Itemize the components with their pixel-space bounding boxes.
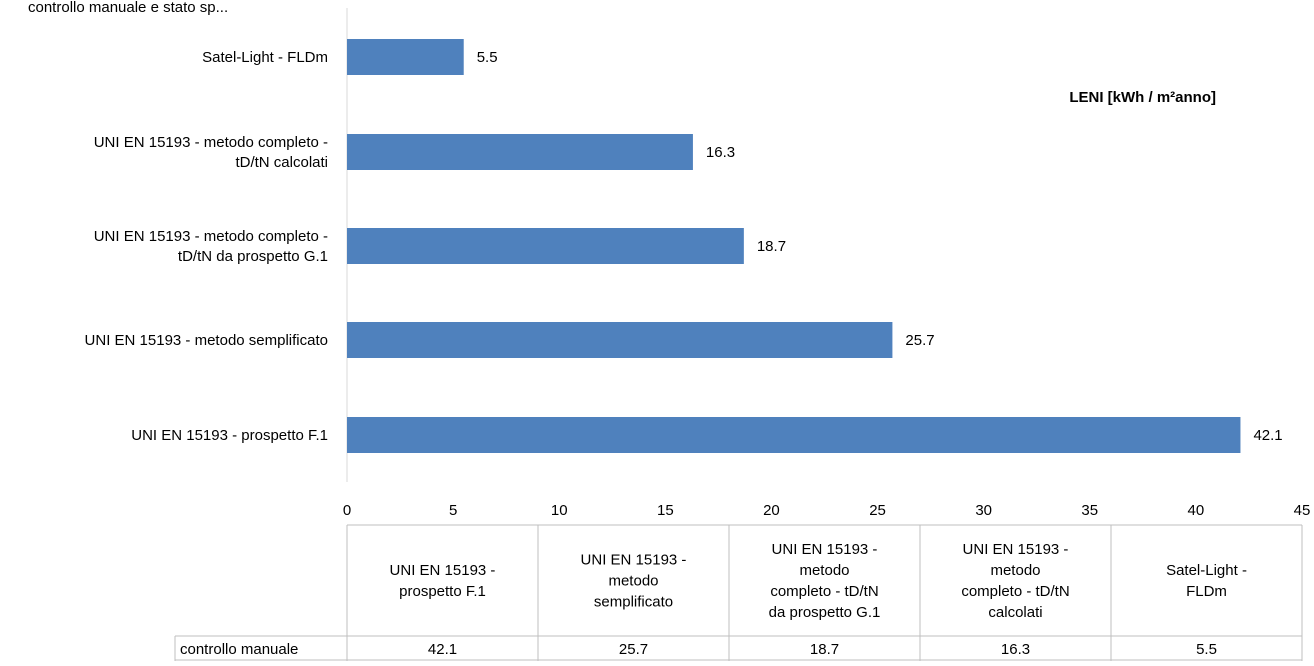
data-label-3: 18.7 (757, 238, 786, 255)
table-cell-1: 42.1 (428, 641, 457, 658)
category-label-5: UNI EN 15193 - prospetto F.1 (131, 427, 328, 444)
table-header-4-line-3: completo - tD/tN (961, 583, 1069, 600)
x-tick-label-20: 20 (763, 502, 780, 519)
x-tick-label-35: 35 (1081, 502, 1098, 519)
x-tick-label-40: 40 (1188, 502, 1205, 519)
table-header-5-line-1: Satel-Light - (1166, 562, 1247, 579)
table-cell-4: 16.3 (1001, 641, 1030, 658)
data-label-4: 25.7 (905, 332, 934, 349)
x-tick-label-5: 5 (449, 502, 457, 519)
table-header-4-line-2: metodo (990, 562, 1040, 579)
category-label-3-line-1: UNI EN 15193 - metodo completo - (94, 228, 328, 245)
table-cell-3: 18.7 (810, 641, 839, 658)
top-label: controllo manuale e stato sp... (28, 0, 228, 16)
table-header-5-line-2: FLDm (1186, 583, 1227, 600)
x-tick-label-0: 0 (343, 502, 351, 519)
bar-1 (347, 39, 464, 75)
table-header-2-line-3: semplificato (594, 594, 673, 611)
table-header-3-line-4: da prospetto G.1 (769, 604, 881, 621)
table-header-2-line-2: metodo (608, 573, 658, 590)
table-header-1-line-1: UNI EN 15193 - (390, 562, 496, 579)
series-label: LENI [kWh / m²anno] (1069, 89, 1216, 106)
table-header-3-line-2: metodo (799, 562, 849, 579)
category-label-2-line-2: tD/tN calcolati (235, 154, 328, 171)
x-tick-label-15: 15 (657, 502, 674, 519)
table-header-1-line-2: prospetto F.1 (399, 583, 486, 600)
table-cell-5: 5.5 (1196, 641, 1217, 658)
data-label-2: 16.3 (706, 144, 735, 161)
table-row-label: controllo manuale (180, 641, 298, 658)
category-label-3-line-2: tD/tN da prospetto G.1 (178, 248, 328, 265)
bar-2 (347, 134, 693, 170)
x-tick-label-45: 45 (1294, 502, 1311, 519)
x-tick-label-25: 25 (869, 502, 886, 519)
bar-5 (347, 417, 1241, 453)
bar-3 (347, 228, 744, 264)
table-header-4-line-4: calcolati (988, 604, 1042, 621)
category-label-1: Satel-Light - FLDm (202, 49, 328, 66)
table-header-2-line-1: UNI EN 15193 - (581, 552, 687, 569)
table-cell-2: 25.7 (619, 641, 648, 658)
x-tick-label-30: 30 (975, 502, 992, 519)
x-tick-label-10: 10 (551, 502, 568, 519)
table-header-3-line-3: completo - tD/tN (770, 583, 878, 600)
data-label-1: 5.5 (477, 49, 498, 66)
table-header-3-line-1: UNI EN 15193 - (772, 541, 878, 558)
category-label-4: UNI EN 15193 - metodo semplificato (85, 332, 328, 349)
table-header-4-line-1: UNI EN 15193 - (963, 541, 1069, 558)
data-label-5: 42.1 (1253, 427, 1282, 444)
bar-4 (347, 322, 893, 358)
category-label-2-line-1: UNI EN 15193 - metodo completo - (94, 134, 328, 151)
